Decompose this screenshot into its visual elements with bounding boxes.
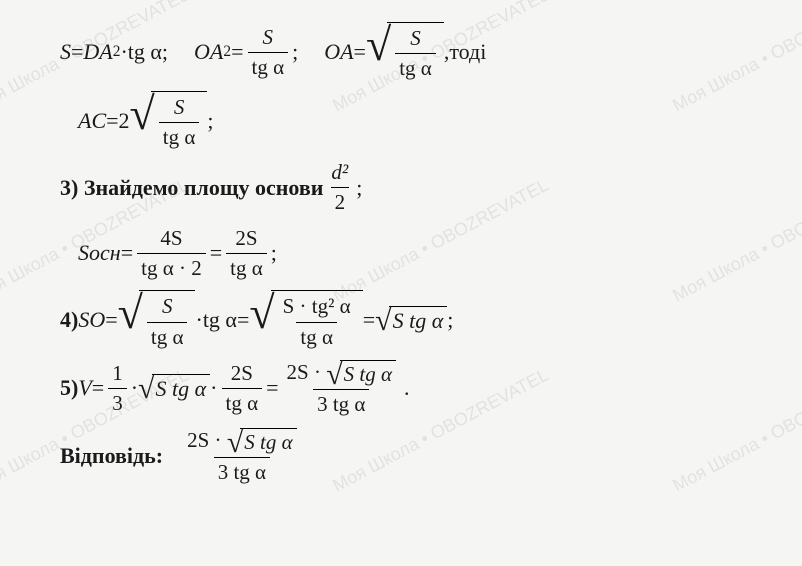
semi5: ; bbox=[271, 239, 277, 268]
frac-2S-tga: 2S tg α bbox=[222, 360, 263, 418]
then-text: тоді bbox=[449, 38, 486, 67]
num-2S: 2S bbox=[231, 225, 261, 253]
den3: tg α bbox=[159, 122, 200, 151]
semi: ; bbox=[162, 38, 168, 67]
eq2: = bbox=[231, 38, 243, 67]
equation-line-5: 5) V = 1 3 · √ S tg α · 2S tg α = 2S · √ bbox=[60, 359, 762, 419]
radical-sign-8: √ bbox=[227, 429, 243, 457]
eq10: = bbox=[92, 374, 104, 403]
den: tg α bbox=[248, 52, 289, 81]
eq6: = bbox=[210, 239, 222, 268]
radical-sign-6: √ bbox=[138, 375, 154, 405]
frac-2S: 2S tg α bbox=[226, 225, 267, 283]
sqrt2: √ S tg α bbox=[130, 91, 208, 152]
frac-4S: 4S tg α · 2 bbox=[137, 225, 206, 283]
var-SO: SO bbox=[78, 306, 105, 335]
frac-answer: 2S · √ S tg α 3 tg α bbox=[183, 427, 301, 487]
rad6: S tg α bbox=[156, 375, 207, 404]
num-ans: 2S · √ S tg α bbox=[183, 427, 301, 457]
radical-sign-2: √ bbox=[130, 93, 155, 154]
equation-line-4: 4) SO = √ S tg α · tg α = √ S · tg² α tg… bbox=[60, 290, 762, 351]
equation-line-2: AC = 2 √ S tg α ; bbox=[78, 91, 762, 152]
dot: · bbox=[120, 38, 127, 67]
frac-d2-2: d² 2 bbox=[327, 159, 352, 217]
semi3: ; bbox=[207, 107, 213, 136]
num-2S-b: 2S bbox=[227, 360, 257, 388]
eq5: = bbox=[121, 239, 133, 268]
var-OA: OA bbox=[194, 38, 223, 67]
l5: 5) bbox=[60, 374, 78, 403]
sqrt5: √ S tg α bbox=[375, 306, 447, 336]
eq11: = bbox=[266, 374, 278, 403]
semi2: ; bbox=[292, 38, 298, 67]
var-OA2: OA bbox=[324, 38, 353, 67]
rad5: S tg α bbox=[393, 307, 444, 336]
eq: = bbox=[71, 38, 83, 67]
frac-1-3: 1 3 bbox=[108, 360, 127, 418]
answer-line: Відповідь: 2S · √ S tg α 3 tg α bbox=[60, 427, 762, 487]
eq9: = bbox=[363, 306, 375, 335]
radical-sign-5: √ bbox=[375, 307, 391, 337]
den2: tg α bbox=[395, 53, 436, 82]
num3: S bbox=[170, 94, 189, 122]
period: . bbox=[404, 374, 410, 403]
den-3: 3 bbox=[108, 388, 127, 417]
num: S bbox=[259, 24, 278, 52]
num-1: 1 bbox=[108, 360, 127, 388]
math-content: S = DA 2 · tg α ; OA 2 = S tg α ; OA = √ S… bbox=[0, 0, 802, 504]
l4: 4) bbox=[60, 306, 78, 335]
num2: S bbox=[406, 25, 425, 53]
den-final: 3 tg α bbox=[313, 389, 369, 418]
tgalpha2: tg α bbox=[203, 306, 237, 335]
radical-sign-4: √ bbox=[249, 292, 274, 353]
sqrt6: √ S tg α bbox=[138, 374, 210, 404]
den-tga: tg α bbox=[226, 253, 267, 282]
var-DA: DA bbox=[83, 38, 112, 67]
two: 2 bbox=[119, 107, 130, 136]
radical-sign: √ bbox=[366, 24, 391, 85]
num-4S: 4S bbox=[156, 225, 186, 253]
dot3: · bbox=[131, 374, 138, 403]
var-Sosn: Sосн bbox=[78, 239, 121, 268]
sqrt3: √ S tg α bbox=[118, 290, 196, 351]
num5: S · tg² α bbox=[279, 293, 355, 321]
line3-text: 3) Знайдемо площу основи bbox=[60, 174, 323, 203]
eq8: = bbox=[237, 306, 249, 335]
den-ans: 3 tg α bbox=[214, 457, 270, 486]
text-line-3: 3) Знайдемо площу основи d² 2 ; bbox=[60, 159, 762, 217]
var-S: S bbox=[60, 38, 71, 67]
num-final: 2S · √ S tg α bbox=[283, 359, 401, 389]
frac-S-over-tga: S tg α bbox=[248, 24, 289, 82]
tgalpha: tg α bbox=[128, 38, 162, 67]
equation-sosn: Sосн = 4S tg α · 2 = 2S tg α ; bbox=[78, 225, 762, 283]
rad8: S tg α bbox=[244, 429, 292, 456]
den4: tg α bbox=[147, 322, 188, 351]
sqrt-S-tga: √ S tg α bbox=[366, 22, 444, 83]
prefix-2S-ans: 2S · bbox=[187, 428, 227, 452]
var-V: V bbox=[78, 374, 91, 403]
radical-sign-7: √ bbox=[326, 361, 342, 389]
dot4: · bbox=[210, 374, 217, 403]
dot2: · bbox=[195, 306, 202, 335]
semi6: ; bbox=[447, 306, 453, 335]
sqrt4: √ S · tg² α tg α bbox=[249, 290, 362, 351]
den5: tg α bbox=[296, 322, 337, 351]
semi4: ; bbox=[356, 174, 362, 203]
eq3: = bbox=[354, 38, 366, 67]
var-AC: AC bbox=[78, 107, 106, 136]
radical-sign-3: √ bbox=[118, 292, 143, 353]
den-tga2: tg α · 2 bbox=[137, 253, 206, 282]
den-tga-b: tg α bbox=[222, 388, 263, 417]
rad7: S tg α bbox=[344, 361, 392, 388]
eq7: = bbox=[105, 306, 117, 335]
num4: S bbox=[158, 293, 177, 321]
num-d2: d² bbox=[327, 159, 352, 187]
eq4: = bbox=[106, 107, 118, 136]
equation-line-1: S = DA2 · tg α ; OA2 = S tg α ; OA = √ S… bbox=[60, 22, 762, 83]
prefix-2S: 2S · bbox=[287, 360, 327, 384]
answer-label: Відповідь: bbox=[60, 442, 163, 471]
den-2: 2 bbox=[331, 187, 350, 216]
frac-final: 2S · √ S tg α 3 tg α bbox=[283, 359, 401, 419]
